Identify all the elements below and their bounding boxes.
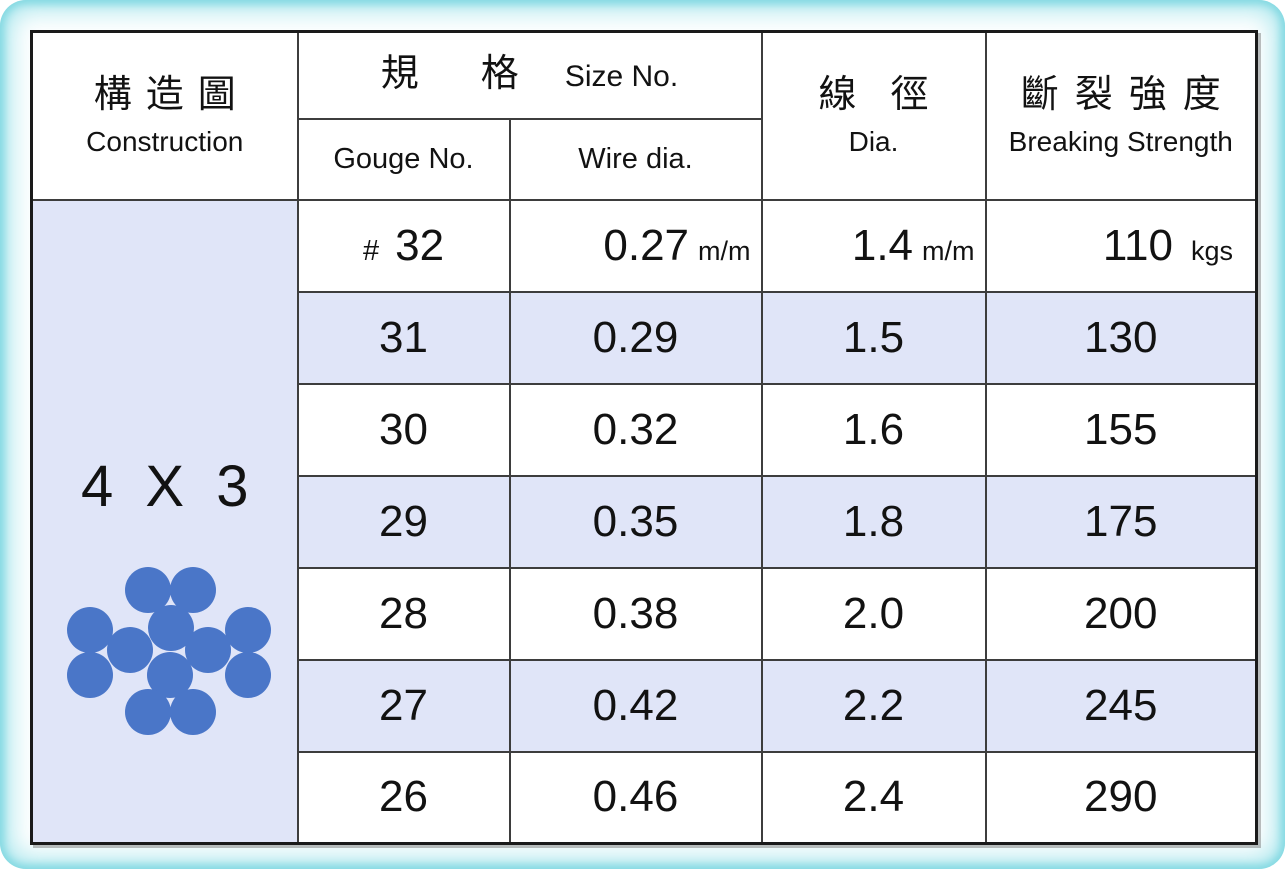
gauge-cell: 26 <box>296 750 511 845</box>
hash-symbol: # <box>362 234 380 267</box>
header-dia-en: Dia. <box>848 126 899 158</box>
header-size-en: Size No. <box>564 60 679 94</box>
header-dia-zh: 線徑 <box>818 73 963 116</box>
wire-rope-cross-section-diagram <box>66 566 271 735</box>
wire-dia-cell: 0.38 <box>508 566 763 661</box>
gauge-value: 32 <box>395 220 445 270</box>
dia-value: 1.4 <box>851 220 914 270</box>
wire-rope-spec-table: 構造圖 Construction 規格Size No. 線徑 Dia. 斷裂強度… <box>30 30 1258 845</box>
dia-cell: 2.2 <box>760 658 987 753</box>
header-size-zh: 規格 <box>380 53 581 96</box>
header-breaking-zh: 斷裂強度 <box>1020 73 1237 116</box>
table-row: 4 X 3 <box>30 198 1258 845</box>
strength-value: 110 <box>1102 220 1173 270</box>
header-construction: 構造圖 Construction <box>30 30 299 201</box>
dia-cell: 1.6 <box>760 382 987 477</box>
strength-cell: 200 <box>984 566 1258 661</box>
wire-dia-cell: 0.46 <box>508 750 763 845</box>
construction-cell: 4 X 3 <box>30 198 299 845</box>
wire-dia-cell: 0.29 <box>508 290 763 385</box>
table-row: 26 0.46 2.4 290 <box>32 750 1258 845</box>
table-row: 31 0.29 1.5 130 <box>32 290 1258 385</box>
wire-dia-value: 0.27 <box>603 220 690 270</box>
header-size-no: 規格Size No. <box>296 30 763 120</box>
header-gouge-no: Gouge No. <box>296 117 511 201</box>
dia-cell: 2.4 <box>760 750 987 845</box>
gauge-cell: 27 <box>296 658 511 753</box>
dia-cell: 2.0 <box>760 566 987 661</box>
wire-dia-cell: 0.32 <box>508 382 763 477</box>
strength-cell: 130 <box>984 290 1258 385</box>
construction-label: 4 X 3 <box>81 453 257 519</box>
wire-circles <box>66 566 271 735</box>
dia-cell: 1.8 <box>760 474 987 569</box>
header-dia: 線徑 Dia. <box>760 30 987 201</box>
table-row: 28 0.38 2.0 200 <box>32 566 1258 661</box>
dia-cell: 1.5 <box>760 290 987 385</box>
wire-dia-unit: m/m <box>698 235 751 266</box>
wire-dia-cell: 0.27 m/m <box>508 198 763 293</box>
strength-unit: kgs <box>1190 235 1233 266</box>
header-construction-zh: 構造圖 <box>93 73 250 116</box>
strength-cell: 175 <box>984 474 1258 569</box>
gauge-cell: 29 <box>296 474 511 569</box>
table-row: 29 0.35 1.8 175 <box>32 474 1258 569</box>
gauge-cell: 30 <box>296 382 511 477</box>
strength-cell: 245 <box>984 658 1258 753</box>
header-wire-dia: Wire dia. <box>508 117 763 201</box>
wire-dia-cell: 0.42 <box>508 658 763 753</box>
gauge-cell: #32 <box>296 198 511 293</box>
wire-dia-cell: 0.35 <box>508 474 763 569</box>
header-breaking-strength: 斷裂強度 Breaking Strength <box>984 30 1258 201</box>
strength-cell: 110 kgs <box>984 198 1258 293</box>
dia-unit: m/m <box>922 235 975 266</box>
header-breaking-en: Breaking Strength <box>1008 126 1233 158</box>
strength-cell: 155 <box>984 382 1258 477</box>
dia-cell: 1.4 m/m <box>760 198 987 293</box>
table-row: 27 0.42 2.2 245 <box>32 658 1258 753</box>
strength-cell: 290 <box>984 750 1258 845</box>
table-row: 30 0.32 1.6 155 <box>32 382 1258 477</box>
gauge-cell: 31 <box>296 290 511 385</box>
header-construction-en: Construction <box>86 126 244 158</box>
gauge-cell: 28 <box>296 566 511 661</box>
